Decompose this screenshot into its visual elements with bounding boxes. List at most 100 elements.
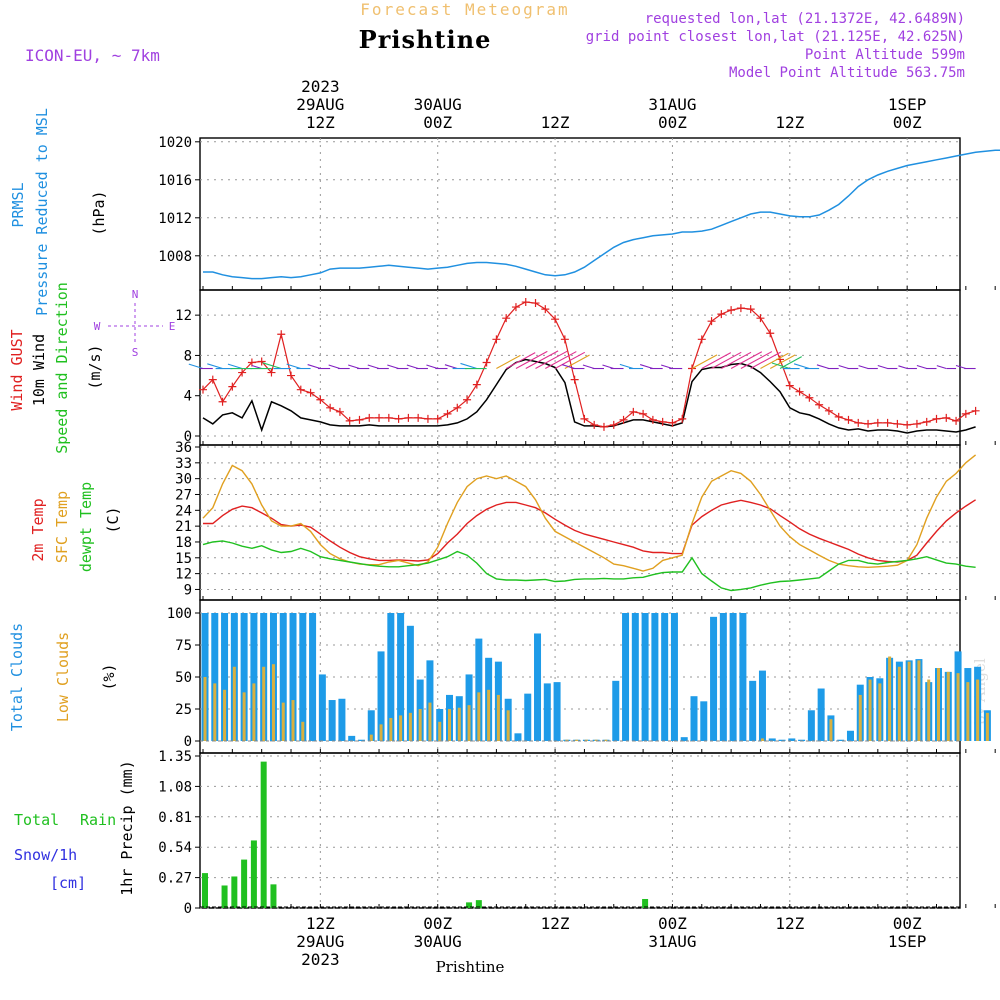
total-cloud-bar — [837, 739, 845, 741]
total-cloud-bar — [758, 670, 766, 741]
wind-direction-arrow — [898, 365, 908, 370]
y-tick-label: 9 — [184, 582, 192, 598]
y-tick-label: 4 — [184, 389, 192, 405]
gust-marker — [384, 413, 393, 422]
low-cloud-bar — [594, 739, 598, 741]
low-cloud-bar — [575, 739, 579, 741]
panel-precip: 0 0.27 0.54 0.81 1.08 1.35 — [158, 749, 996, 917]
gust-marker — [668, 418, 677, 427]
wind-direction-arrow — [721, 351, 752, 370]
panel-frame — [199, 137, 961, 291]
gust-marker — [296, 385, 305, 394]
total-cloud-bar — [328, 700, 336, 741]
gust-marker — [932, 414, 941, 423]
gust-marker — [952, 416, 961, 425]
low-cloud-bar — [271, 664, 275, 741]
gust-marker — [551, 315, 560, 324]
wind-direction-arrow — [936, 365, 947, 370]
time-label-bottom-hour: 00Z — [423, 914, 452, 933]
wind-direction-arrow — [460, 362, 478, 370]
wind-direction-arrow — [286, 363, 301, 370]
gust-marker — [482, 358, 491, 367]
rain-bar — [642, 898, 649, 908]
wind-direction-arrow — [877, 364, 888, 370]
wind-direction-arrow — [406, 364, 419, 370]
prmsl-line — [203, 149, 1000, 280]
total-cloud-bar — [846, 730, 854, 741]
model-altitude: Model Point Altitude 563.75m — [729, 65, 965, 81]
low-cloud-bar — [858, 694, 862, 741]
wind-direction-arrow — [769, 354, 796, 370]
wind-direction-arrow — [691, 354, 718, 370]
gust-marker — [531, 299, 540, 308]
wind-direction-arrow — [426, 364, 438, 370]
y-tick-label: 0.81 — [158, 810, 192, 826]
model-label: ICON-EU, ~ 7km — [25, 46, 160, 65]
total-cloud-bar — [289, 613, 297, 741]
gust-marker — [287, 371, 296, 380]
low-cloud-bar — [937, 668, 940, 741]
prmsl-desc: Pressure Reduced to MSL — [33, 108, 51, 316]
gust-marker — [844, 415, 853, 424]
gust-marker — [355, 415, 364, 424]
y-tick-label: 1.35 — [158, 749, 192, 765]
gust-marker — [472, 380, 481, 389]
low-cloud-bar — [252, 683, 256, 741]
low-cloud-bar — [946, 671, 950, 741]
time-label-bottom-date: 30AUG — [414, 932, 462, 951]
gust-marker — [903, 420, 912, 429]
sfc-temp-line — [202, 454, 977, 572]
wind-direction-arrow — [561, 364, 575, 370]
time-label-top-year: 2023 — [301, 77, 340, 96]
y-tick-label: 0 — [184, 734, 192, 750]
wind-direction-arrow — [545, 351, 577, 370]
wind-direction-arrow — [515, 350, 548, 370]
total-cloud-bar — [680, 737, 688, 741]
gust-marker — [795, 387, 804, 396]
gust-line — [202, 301, 976, 428]
gust-marker — [609, 420, 618, 429]
wind-direction-arrow — [750, 351, 781, 370]
total-cloud-bar — [475, 638, 483, 741]
low-cloud-bar — [868, 679, 872, 741]
panel-1-labels: PRMSL Pressure Reduced to MSL (hPa) — [9, 108, 108, 316]
gust-marker — [208, 375, 217, 384]
gust-marker — [893, 419, 902, 428]
rain-bar — [250, 840, 257, 908]
plot-layer: 1008101210161020048129121518212427303336… — [158, 77, 1000, 969]
total-cloud-bar — [739, 613, 747, 741]
wind-direction-arrow — [444, 364, 458, 370]
total-cloud-bar — [387, 613, 395, 741]
total-cloud-bar — [700, 701, 708, 741]
y-tick-label: 8 — [184, 348, 192, 364]
gust-marker — [560, 335, 569, 344]
y-tick-label: 100 — [167, 606, 192, 622]
sfc-label: SFC Temp — [53, 491, 71, 563]
total-cloud-bar — [690, 696, 698, 741]
footer-place: Prishtine — [436, 958, 505, 976]
low-cloud-bar — [985, 712, 989, 741]
t2m-label: 2m Temp — [29, 498, 47, 561]
low-cloud-bar — [966, 682, 970, 741]
total-cloud-bar — [279, 613, 287, 741]
low-cloud-bar — [242, 692, 246, 741]
total-cloud-bar — [338, 698, 346, 741]
y-tick-label: 30 — [175, 472, 192, 488]
requested-coords: requested lon,lat (21.1372E, 42.6489N) — [645, 11, 965, 27]
rain-bar — [202, 873, 208, 908]
low-cloud-bar — [438, 721, 442, 741]
wind-direction-arrow — [602, 364, 614, 370]
gust-marker — [590, 420, 599, 429]
gust-marker — [257, 357, 266, 366]
total-cloud-bar — [406, 625, 414, 741]
low-cloud-bar — [457, 707, 461, 741]
low-cloud-bar — [506, 710, 510, 741]
wind-direction-arrow — [701, 352, 732, 370]
time-label-top-date: 1SEP — [888, 95, 927, 114]
gust-marker — [971, 406, 980, 415]
low-cloud-bar — [477, 692, 481, 741]
low-cloud-bar — [408, 712, 412, 741]
low-cloud-bar — [878, 683, 882, 741]
total-cloud-bar — [631, 613, 639, 741]
y-tick-label: 75 — [175, 638, 192, 654]
